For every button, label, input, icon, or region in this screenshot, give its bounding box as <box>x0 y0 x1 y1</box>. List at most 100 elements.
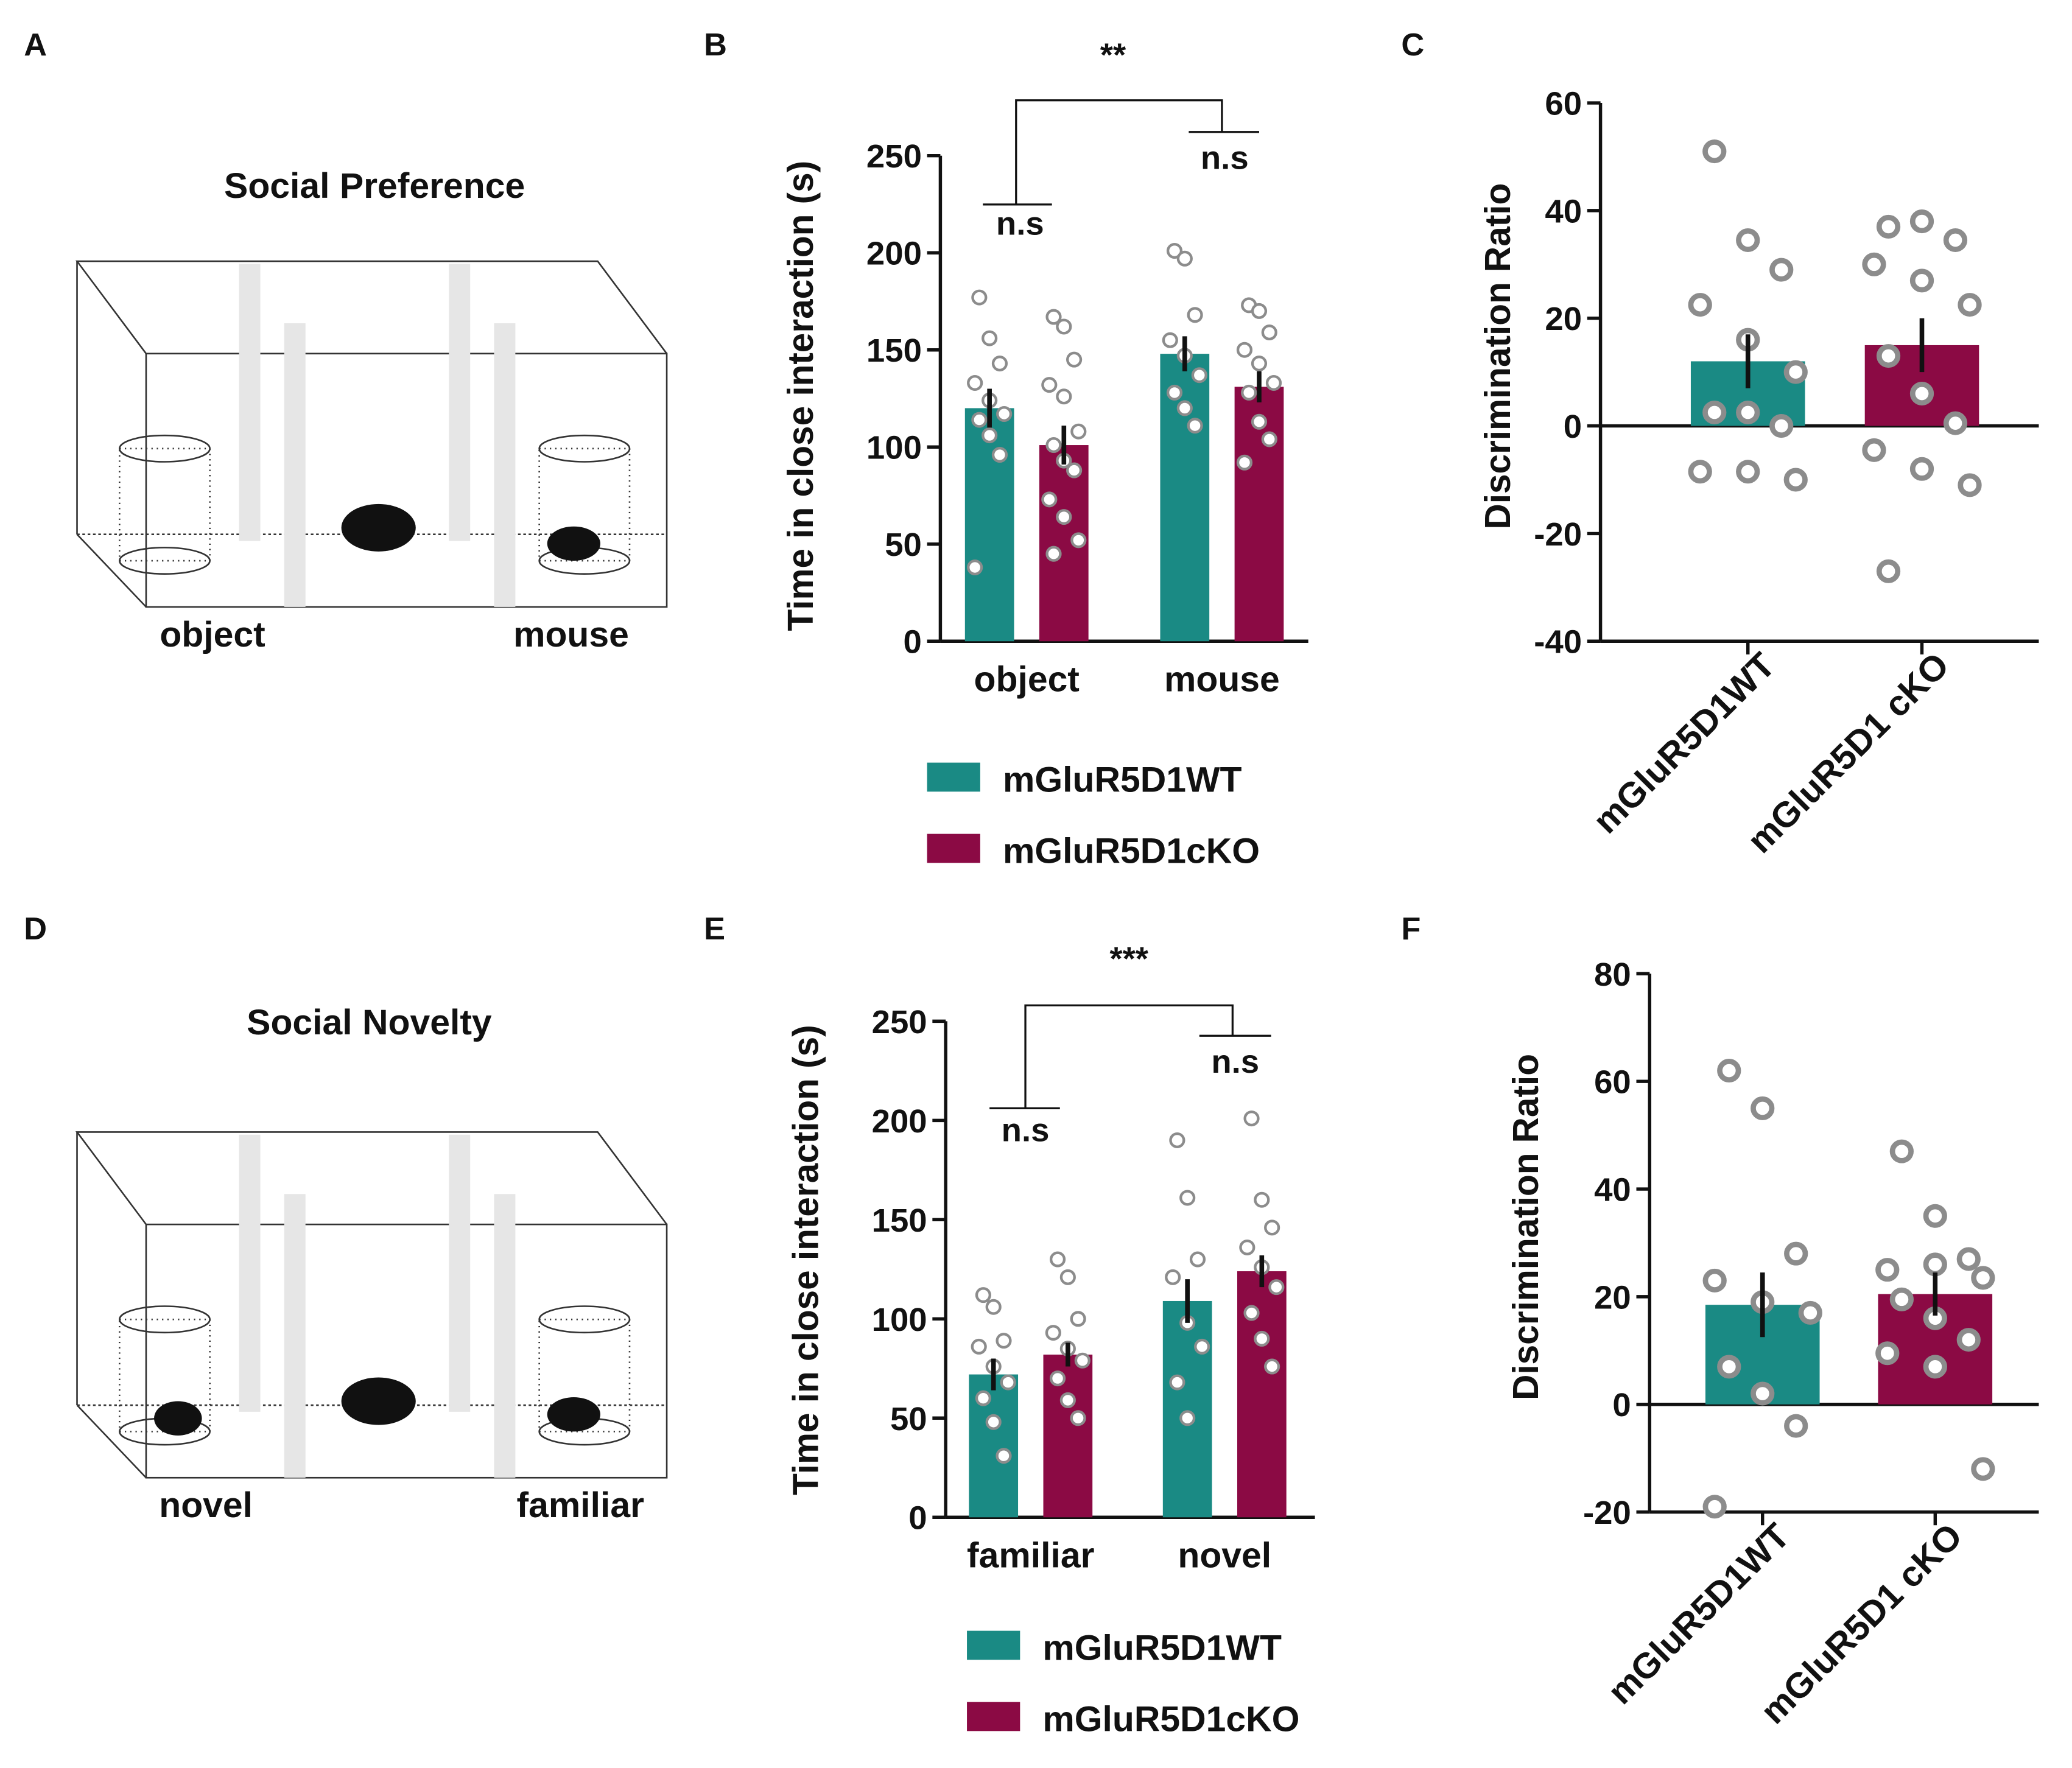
data-point <box>1265 374 1282 391</box>
y-tick-label: 100 <box>872 1301 927 1338</box>
data-point <box>1702 400 1727 424</box>
legend-label: mGluR5D1WT <box>1042 1628 1282 1668</box>
data-point <box>985 1414 1002 1430</box>
data-point <box>1045 437 1062 454</box>
data-point <box>1191 367 1207 384</box>
data-point <box>1041 491 1058 508</box>
data-point <box>1909 457 1934 481</box>
data-point <box>1045 1325 1061 1341</box>
data-point <box>1041 377 1058 393</box>
y-tick-label: 60 <box>1594 1064 1631 1101</box>
data-point <box>1176 250 1193 267</box>
data-point <box>1702 1268 1727 1293</box>
data-point <box>1261 324 1277 341</box>
diagram-d <box>75 1131 668 1479</box>
data-point <box>1875 1258 1900 1282</box>
y-tick-label: 0 <box>1612 1386 1631 1423</box>
data-point <box>1187 307 1203 323</box>
data-point <box>1254 1191 1270 1208</box>
data-point <box>982 427 998 444</box>
x-tick-label: mouse <box>1164 660 1280 700</box>
panel-label: C <box>1401 27 1424 63</box>
y-tick-label: 0 <box>1564 408 1582 445</box>
annotation: n.s <box>1201 139 1249 177</box>
data-point <box>1971 1457 1995 1481</box>
panel-label: D <box>24 911 47 947</box>
data-point <box>971 289 988 306</box>
legend-label: mGluR5D1WT <box>1003 760 1242 799</box>
y-tick-label: 20 <box>1594 1279 1631 1316</box>
x-tick-label: novel <box>1178 1536 1271 1576</box>
annotation: n.s <box>1002 1112 1050 1149</box>
data-point <box>1862 252 1886 276</box>
data-point <box>1688 293 1712 317</box>
legend-swatch <box>927 833 980 863</box>
x-tick-label: mGluR5D1WT <box>1600 1516 1797 1712</box>
data-point <box>1862 438 1886 462</box>
diagram-label: familiar <box>517 1486 644 1525</box>
y-tick-label: 50 <box>890 1400 927 1437</box>
panel-label: F <box>1401 911 1421 947</box>
y-axis-label: Time in close interaction (s) <box>787 1025 826 1495</box>
data-point <box>1736 228 1760 253</box>
data-point <box>1074 1352 1090 1369</box>
data-point <box>1751 1096 1775 1120</box>
data-point <box>1049 1251 1066 1268</box>
data-point <box>1243 1110 1260 1127</box>
y-axis-label: Discrimination Ratio <box>1478 183 1518 530</box>
bar <box>1237 1271 1287 1518</box>
annotation: n.s <box>1211 1043 1259 1080</box>
data-point <box>991 356 1008 372</box>
data-point <box>1251 413 1268 430</box>
data-point <box>1769 258 1794 282</box>
y-tick-label: 40 <box>1545 193 1582 230</box>
data-point <box>1169 1132 1185 1148</box>
data-point <box>1070 423 1087 440</box>
y-tick-label: 250 <box>872 1003 927 1040</box>
data-point <box>971 1338 987 1355</box>
legend-label: mGluR5D1cKO <box>1003 831 1260 871</box>
data-point <box>1943 228 1968 253</box>
y-axis-label: Discrimination Ratio <box>1506 1054 1546 1400</box>
data-point <box>1956 1328 1981 1352</box>
data-point <box>1179 1190 1196 1206</box>
data-point <box>1239 1239 1255 1255</box>
data-point <box>1165 1269 1181 1285</box>
data-point <box>1179 1410 1196 1426</box>
data-point <box>1056 318 1072 335</box>
diagram-label: object <box>160 615 265 654</box>
x-tick-label: mGluR5D1WT <box>1586 645 1783 841</box>
data-point <box>1702 1495 1727 1519</box>
data-point <box>1166 243 1183 259</box>
data-point <box>1070 532 1087 549</box>
bar <box>964 408 1014 642</box>
y-tick-label: 0 <box>908 1500 927 1537</box>
data-point <box>1943 411 1968 435</box>
data-point <box>1751 1381 1775 1406</box>
data-point <box>1923 1252 1947 1277</box>
data-point <box>1784 1414 1808 1438</box>
data-point <box>1189 1251 1206 1268</box>
data-point <box>1187 418 1203 434</box>
annotation: n.s <box>996 205 1044 242</box>
data-point <box>1268 1279 1285 1296</box>
panel-label: B <box>704 27 727 63</box>
data-point <box>1264 1358 1280 1375</box>
data-point <box>1875 1341 1900 1366</box>
data-point <box>1059 1392 1076 1408</box>
data-point <box>1066 351 1083 368</box>
data-point <box>1241 384 1257 401</box>
data-point <box>1717 1355 1741 1379</box>
data-point <box>1049 1370 1066 1387</box>
data-point <box>1166 384 1183 401</box>
data-point <box>971 412 988 428</box>
data-point <box>1000 1374 1016 1391</box>
data-point <box>1243 1305 1260 1321</box>
data-point <box>1717 1059 1741 1083</box>
diagram-label: mouse <box>513 615 629 654</box>
data-point <box>1045 309 1062 325</box>
data-point <box>1251 356 1268 372</box>
data-point <box>1194 1338 1210 1355</box>
y-tick-label: 0 <box>904 623 922 661</box>
y-tick-label: -20 <box>1534 516 1582 553</box>
